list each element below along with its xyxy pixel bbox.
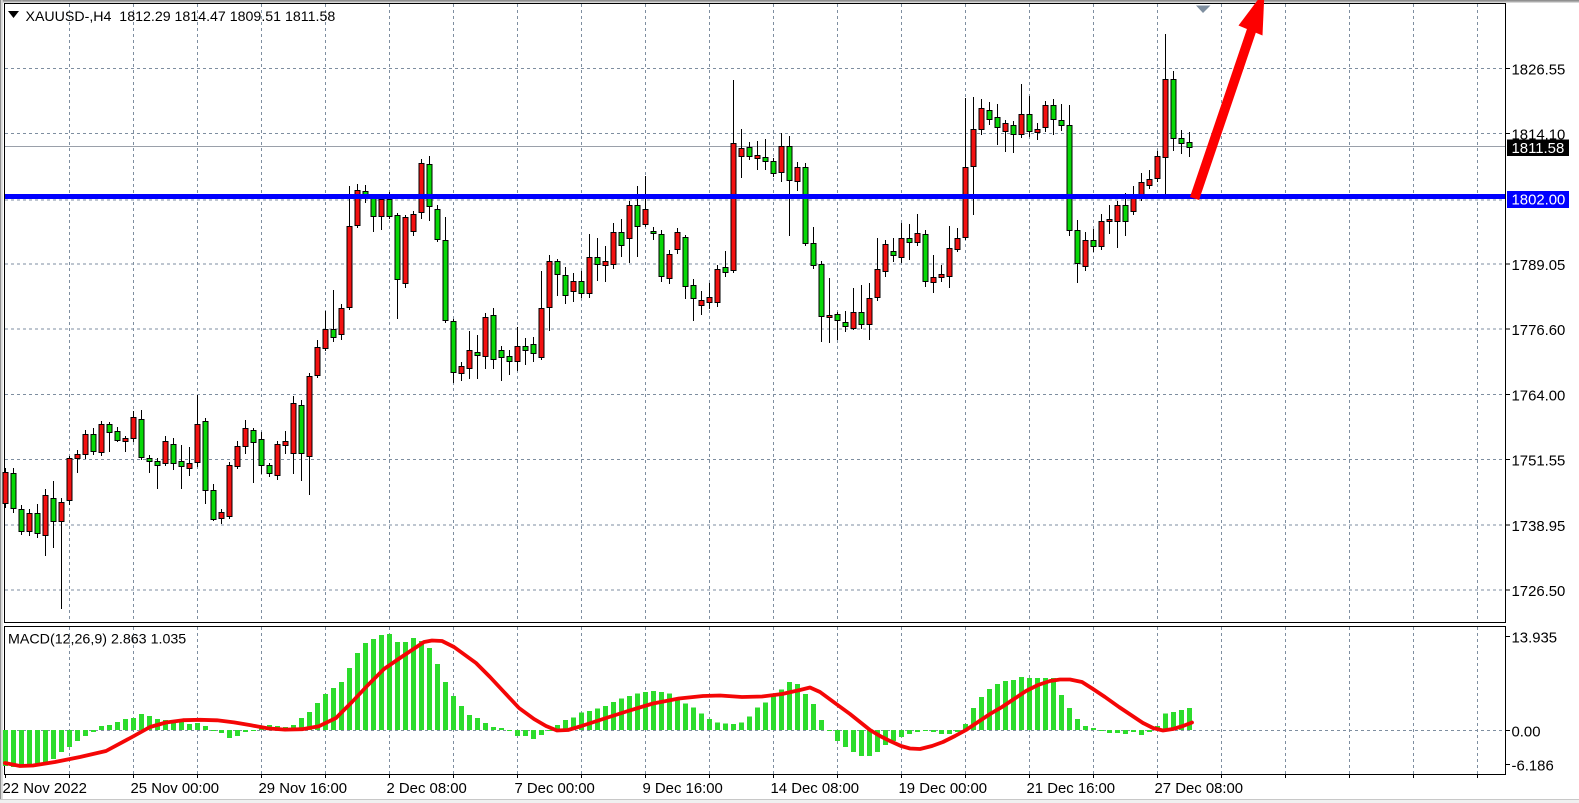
svg-text:25 Nov 00:00: 25 Nov 00:00 bbox=[131, 781, 220, 797]
svg-text:22 Nov 2022: 22 Nov 2022 bbox=[3, 781, 87, 797]
svg-text:7 Dec 00:00: 7 Dec 00:00 bbox=[515, 781, 595, 797]
svg-text:MACD(12,26,9) 2.863 1.035: MACD(12,26,9) 2.863 1.035 bbox=[8, 631, 186, 647]
svg-text:XAUUSD-,H4 1812.29 1814.47 18: XAUUSD-,H4 1812.29 1814.47 1809.51 1811.… bbox=[26, 9, 336, 25]
svg-text:27 Dec 08:00: 27 Dec 08:00 bbox=[1155, 781, 1244, 797]
svg-text:19 Dec 00:00: 19 Dec 00:00 bbox=[899, 781, 988, 797]
svg-text:1789.05: 1789.05 bbox=[1512, 258, 1566, 274]
svg-text:1802.00: 1802.00 bbox=[1512, 193, 1566, 209]
svg-text:1726.50: 1726.50 bbox=[1512, 584, 1566, 600]
svg-text:1751.55: 1751.55 bbox=[1512, 454, 1566, 470]
svg-text:2 Dec 08:00: 2 Dec 08:00 bbox=[387, 781, 467, 797]
svg-text:1764.00: 1764.00 bbox=[1512, 389, 1566, 405]
svg-text:29 Nov 16:00: 29 Nov 16:00 bbox=[259, 781, 348, 797]
svg-text:1776.60: 1776.60 bbox=[1512, 323, 1566, 339]
svg-text:21 Dec 16:00: 21 Dec 16:00 bbox=[1027, 781, 1116, 797]
svg-text:1811.58: 1811.58 bbox=[1512, 141, 1565, 157]
svg-text:14 Dec 08:00: 14 Dec 08:00 bbox=[771, 781, 860, 797]
svg-text:1826.55: 1826.55 bbox=[1512, 63, 1566, 79]
svg-text:0.00: 0.00 bbox=[1512, 725, 1541, 741]
svg-text:13.935: 13.935 bbox=[1512, 631, 1558, 647]
svg-text:9 Dec 16:00: 9 Dec 16:00 bbox=[643, 781, 723, 797]
svg-text:-6.186: -6.186 bbox=[1512, 759, 1554, 775]
svg-text:1738.95: 1738.95 bbox=[1512, 519, 1566, 535]
